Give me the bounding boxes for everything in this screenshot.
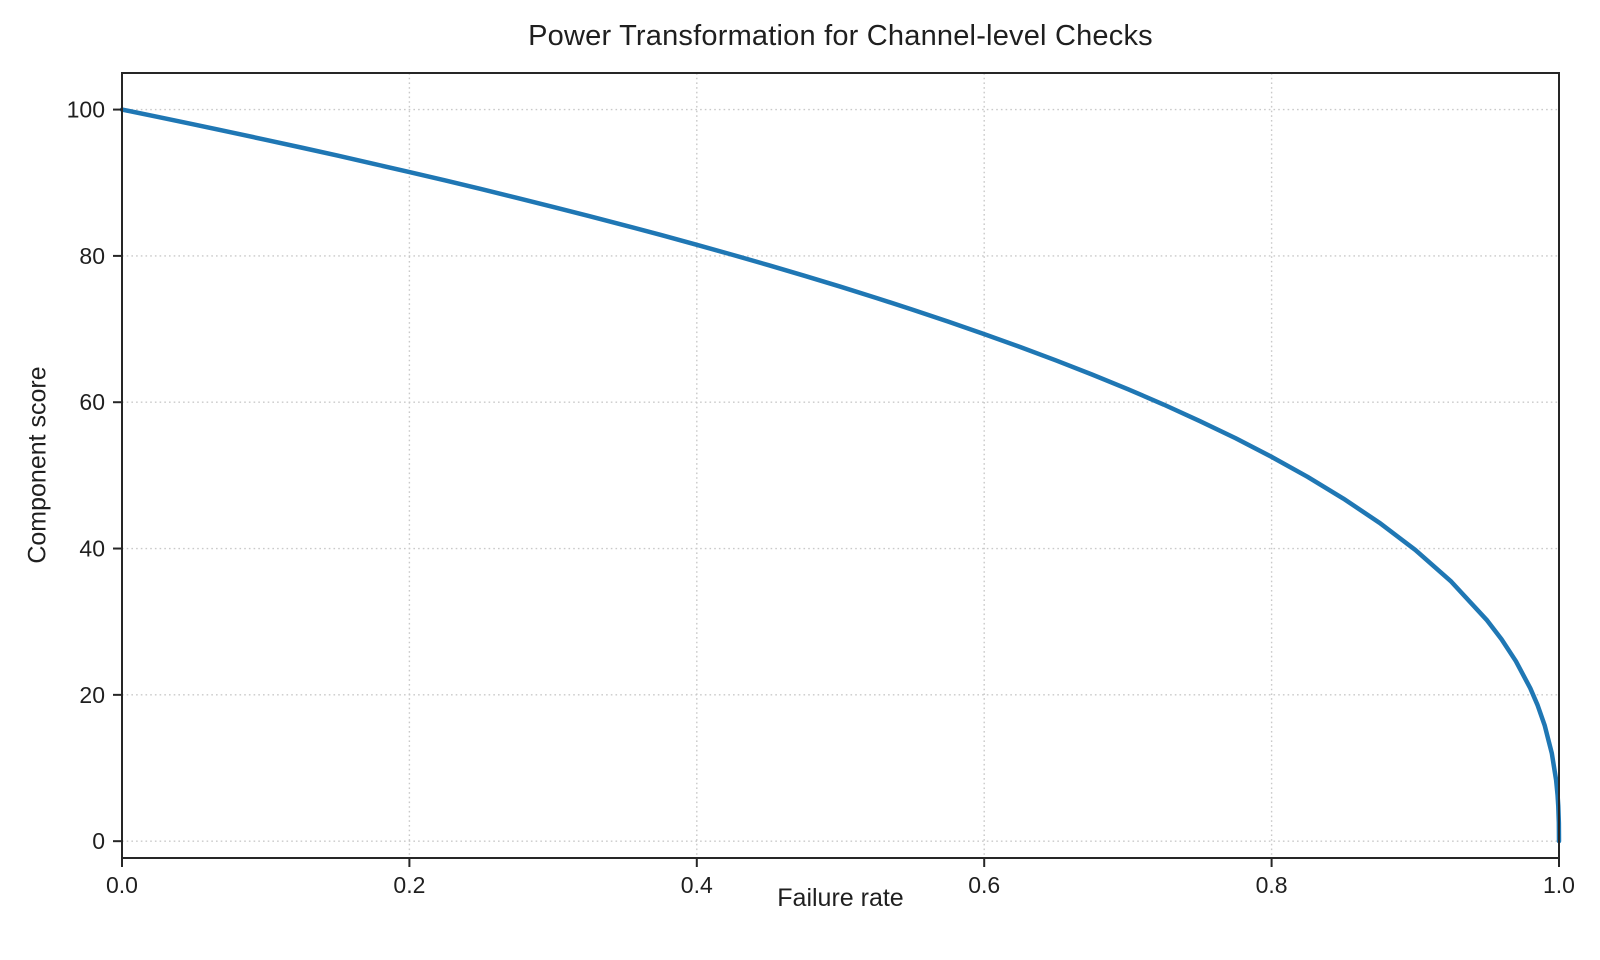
x-tick-label: 0.4 — [681, 872, 713, 898]
x-axis-label: Failure rate — [777, 884, 904, 912]
y-tick-label: 20 — [79, 682, 105, 708]
x-tick-label: 1.0 — [1543, 872, 1575, 898]
y-tick-label: 40 — [79, 536, 105, 562]
y-tick-label: 60 — [79, 389, 105, 415]
x-tick-label: 0.8 — [1256, 872, 1288, 898]
y-tick-label: 80 — [79, 243, 105, 269]
y-axis-label: Component score — [23, 366, 52, 564]
y-tick-label: 0 — [92, 828, 105, 854]
y-tick-label: 100 — [67, 97, 105, 123]
x-tick-label: 0.6 — [968, 872, 1000, 898]
x-tick-label: 0.2 — [393, 872, 425, 898]
axes-spines — [121, 72, 1560, 859]
component-score-curve — [119, 107, 1562, 844]
x-tick-label: 0.0 — [106, 872, 138, 898]
chart-title: Power Transformation for Channel-level C… — [528, 20, 1153, 52]
